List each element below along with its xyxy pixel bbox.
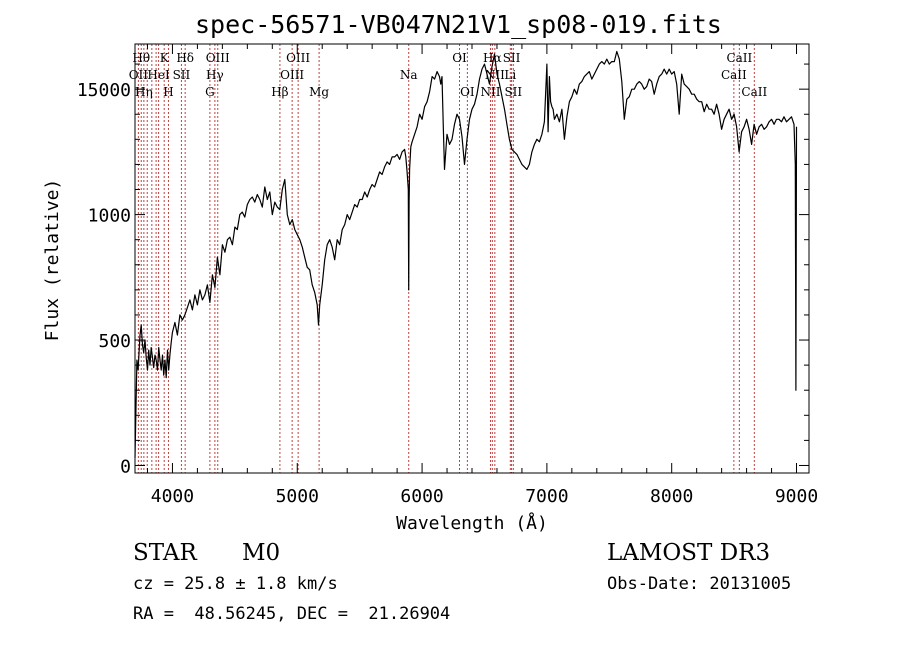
- survey-name: LAMOST DR3: [607, 540, 771, 566]
- y-tick-label: 15000: [77, 80, 131, 101]
- line-marker-label: OIII: [280, 68, 304, 82]
- y-axis-label: Flux (relative): [42, 179, 63, 342]
- x-tick-label: 9000: [775, 486, 818, 507]
- spectrum-line: [134, 50, 798, 458]
- line-marker-label: CaII: [726, 51, 752, 65]
- line-marker-label: OI: [460, 85, 475, 99]
- object-class: STAR: [133, 540, 197, 566]
- line-marker-label: CaII: [741, 85, 767, 99]
- x-tick-label: 6000: [400, 486, 443, 507]
- line-marker-label: H: [163, 85, 173, 99]
- x-tick-label: 8000: [650, 486, 693, 507]
- obs-date: Obs-Date: 20131005: [607, 574, 792, 594]
- line-marker-label: SII: [504, 85, 522, 99]
- object-subclass: M0: [242, 540, 281, 566]
- x-axis-ticks: 4000 5000 6000 7000 8000 9000: [146, 44, 818, 507]
- line-markers: [137, 44, 755, 473]
- line-marker-label: Li: [504, 68, 516, 82]
- line-marker-label: OII: [129, 68, 149, 82]
- x-axis-label: Wavelength (Å): [396, 512, 548, 534]
- redshift-text: cz = 25.8 ± 1.8 km/s: [133, 574, 338, 594]
- x-tick-label: 7000: [525, 486, 568, 507]
- line-marker-label: Hα: [483, 51, 502, 65]
- line-marker-label: Hθ: [132, 51, 150, 65]
- line-marker-label: Hη: [135, 85, 153, 99]
- line-marker-label: SII: [503, 51, 521, 65]
- line-marker-label: Hγ: [206, 68, 224, 82]
- line-marker-label: CaII: [721, 68, 747, 82]
- line-marker-labels: OIIHθHηHeIKHSIIHδGHγOIIIHβOIIIOIIIMgNaOI…: [129, 51, 768, 99]
- y-tick-label: 1000: [88, 206, 131, 227]
- line-marker-label: Hδ: [176, 51, 194, 65]
- line-marker-label: HeI: [147, 68, 170, 82]
- line-marker-label: NII: [480, 85, 500, 99]
- line-marker-label: OIII: [206, 51, 230, 65]
- y-tick-label: 0: [120, 456, 131, 477]
- line-marker-label: Mg: [309, 85, 329, 99]
- line-marker-label: SII: [173, 68, 191, 82]
- coordinates: RA = 48.56245, DEC = 21.26904: [133, 604, 451, 624]
- line-marker-label: Hβ: [271, 85, 288, 99]
- line-marker-label: OIII: [286, 51, 310, 65]
- y-tick-label: 500: [98, 331, 131, 352]
- line-marker-label: OI: [452, 51, 467, 65]
- line-marker-label: Na: [400, 68, 418, 82]
- line-marker-label: G: [205, 85, 215, 99]
- x-tick-label: 5000: [276, 486, 319, 507]
- line-marker-label: K: [160, 51, 170, 65]
- y-axis-ticks: 0 500 1000 15000: [77, 63, 809, 477]
- chart-title: spec-56571-VB047N21V1_sp08-019.fits: [195, 10, 722, 39]
- x-tick-label: 4000: [151, 486, 194, 507]
